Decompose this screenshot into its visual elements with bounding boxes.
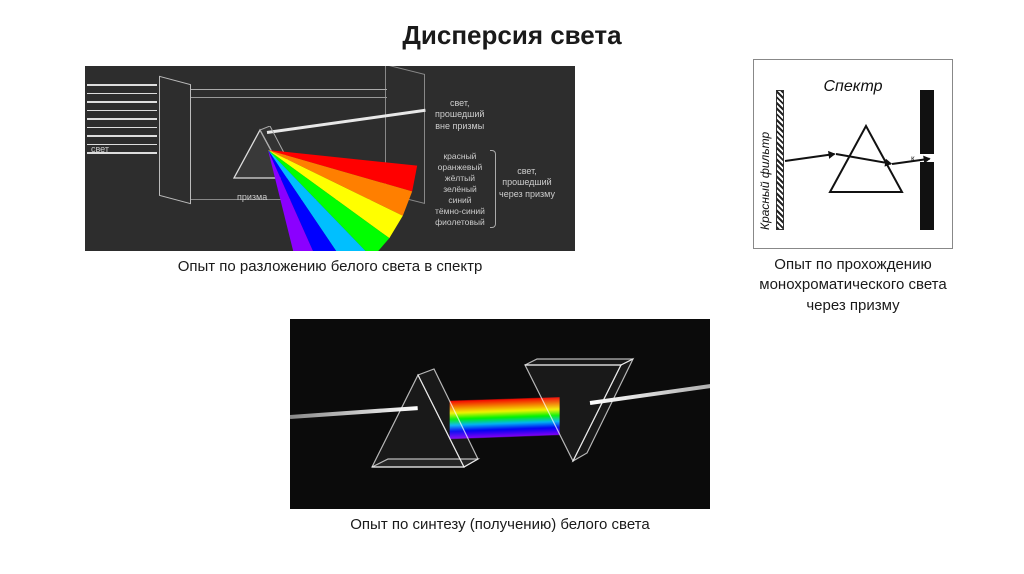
entry-plane bbox=[159, 76, 191, 205]
upright-prism-icon bbox=[368, 367, 488, 487]
light-line bbox=[87, 84, 157, 86]
figure-area: свет призма свет,прошедшийвне призмы кра… bbox=[0, 51, 1024, 571]
filter-bar bbox=[776, 90, 784, 230]
light-line bbox=[87, 135, 157, 137]
light-line bbox=[87, 118, 157, 120]
through-annotation: свет,прошедшийчерез призму bbox=[499, 166, 555, 200]
light-line bbox=[87, 101, 157, 103]
monochrome-panel: Спектр Красный фильтр к bbox=[753, 59, 953, 249]
page-title: Дисперсия света bbox=[0, 0, 1024, 51]
light-line bbox=[87, 127, 157, 129]
light-line bbox=[87, 110, 157, 112]
outside-annotation: свет,прошедшийвне призмы bbox=[435, 98, 484, 132]
dispersion-panel: свет призма свет,прошедшийвне призмы кра… bbox=[85, 66, 575, 251]
light-line bbox=[87, 93, 157, 95]
bracket-icon bbox=[490, 150, 496, 228]
inverted-prism-icon bbox=[515, 357, 635, 477]
spectrum-fan bbox=[268, 142, 438, 251]
box-top-edge-2 bbox=[191, 97, 387, 98]
figure-caption: Опыт по синтезу (получению) белого света bbox=[260, 515, 740, 535]
synthesis-panel bbox=[290, 319, 710, 509]
prism-label: призма bbox=[237, 192, 267, 202]
figure-synthesis: Опыт по синтезу (получению) белого света bbox=[260, 319, 740, 535]
color-names-list: красныйоранжевыйжёлтыйзелёныйсинийтёмно-… bbox=[435, 151, 485, 228]
figure-caption: Опыт по прохождению монохроматического с… bbox=[738, 255, 968, 316]
prism-outline-icon bbox=[826, 120, 906, 200]
figure-dispersion: свет призма свет,прошедшийвне призмы кра… bbox=[85, 66, 575, 277]
figure-caption: Опыт по разложению белого света в спектр bbox=[85, 257, 575, 277]
figure-monochrome: Спектр Красный фильтр к Опыт по прохожде… bbox=[738, 59, 968, 316]
red-filter-label: Красный фильтр bbox=[758, 132, 772, 230]
box-top-edge bbox=[191, 89, 387, 90]
light-label: свет bbox=[91, 144, 109, 154]
